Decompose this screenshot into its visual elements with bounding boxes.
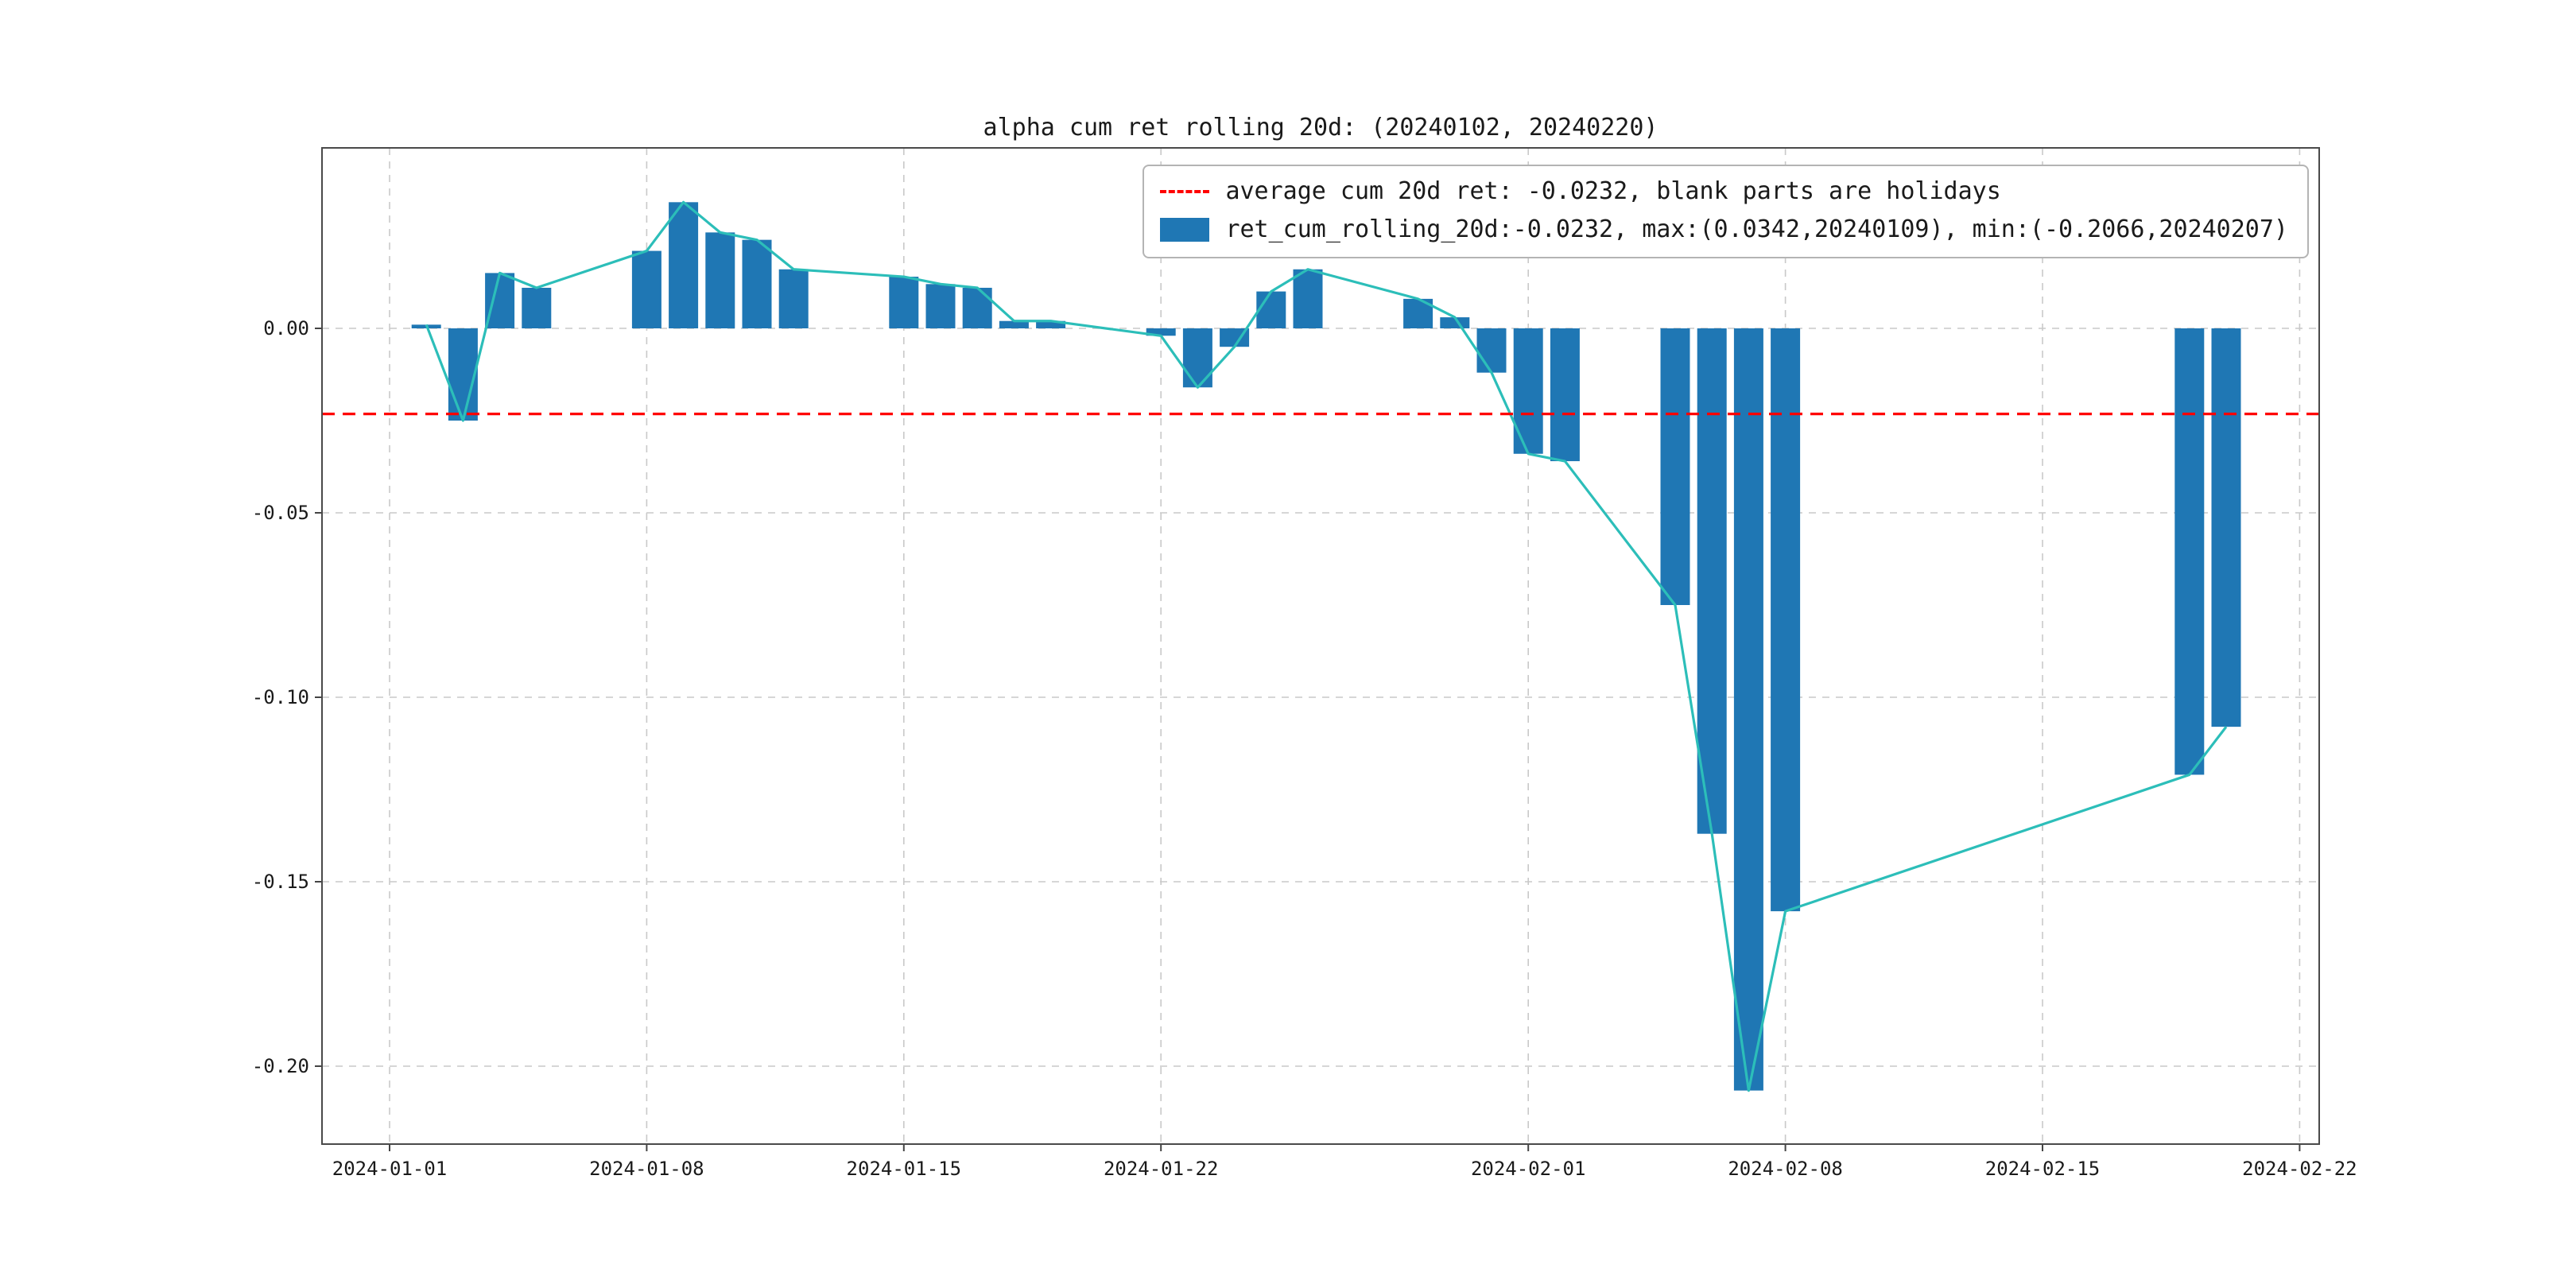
x-tick-label: 2024-01-22: [1103, 1158, 1219, 1180]
bar-2024-02-01: [1513, 328, 1543, 454]
bar-2024-01-03: [448, 328, 478, 421]
y-tick-label: -0.15: [251, 871, 309, 893]
bar-2024-01-18: [999, 320, 1029, 328]
legend-label-series: ret_cum_rolling_20d:-0.0232, max:(0.0342…: [1225, 215, 2288, 243]
bar-2024-02-06: [1697, 328, 1727, 834]
bar-2024-01-12: [778, 269, 809, 328]
average-dashed-line-swatch: [1160, 190, 1210, 193]
bar-2024-01-30: [1440, 317, 1470, 328]
bar-2024-01-24: [1220, 328, 1250, 347]
bar-2024-01-25: [1256, 291, 1286, 328]
bar-2024-01-11: [742, 239, 772, 328]
bar-2024-01-10: [705, 232, 735, 328]
bar-2024-01-22: [1146, 328, 1176, 336]
y-tick-label: 0.00: [263, 317, 309, 339]
bar-2024-01-05: [522, 287, 552, 328]
bar-2024-01-15: [889, 277, 919, 328]
bar-2024-01-23: [1182, 328, 1212, 388]
bar-2024-02-08: [1771, 328, 1801, 912]
series-bar-swatch: [1160, 218, 1210, 242]
x-tick-label: 2024-02-22: [2242, 1158, 2357, 1180]
y-tick-label: -0.20: [251, 1055, 309, 1077]
y-tick-label: -0.05: [251, 502, 309, 524]
bar-2024-02-05: [1660, 328, 1690, 605]
legend-item-average: average cum 20d ret: -0.0232, blank part…: [1160, 176, 2288, 208]
legend-label-average: average cum 20d ret: -0.0232, blank part…: [1225, 177, 2001, 205]
x-tick-label: 2024-01-08: [589, 1158, 704, 1180]
legend: average cum 20d ret: -0.0232, blank part…: [1143, 165, 2309, 258]
bar-2024-02-20: [2211, 328, 2241, 727]
bar-2024-01-26: [1293, 269, 1323, 328]
x-tick-label: 2024-02-15: [1984, 1158, 2101, 1180]
legend-item-series: ret_cum_rolling_20d:-0.0232, max:(0.0342…: [1160, 214, 2288, 246]
x-tick-label: 2024-01-01: [332, 1158, 448, 1180]
bar-2024-01-08: [631, 250, 661, 328]
bar-2024-01-04: [485, 273, 515, 328]
bar-2024-02-02: [1550, 328, 1580, 462]
bar-2024-02-07: [1733, 328, 1763, 1091]
bar-2024-01-16: [925, 284, 956, 328]
x-tick-label: 2024-02-01: [1470, 1158, 1586, 1180]
chart-title: alpha cum ret rolling 20d: (20240102, 20…: [983, 114, 1658, 142]
plot-frame: [321, 147, 2320, 1145]
bar-2024-01-19: [1036, 320, 1066, 328]
bar-2024-01-17: [962, 287, 992, 328]
x-tick-label: 2024-01-15: [846, 1158, 962, 1180]
bar-2024-01-31: [1476, 328, 1507, 373]
x-tick-label: 2024-02-08: [1728, 1158, 1843, 1180]
series-line: [425, 200, 2228, 1092]
bar-2024-02-19: [2174, 328, 2205, 775]
y-tick-label: -0.10: [251, 686, 309, 708]
bar-2024-01-09: [669, 202, 699, 328]
